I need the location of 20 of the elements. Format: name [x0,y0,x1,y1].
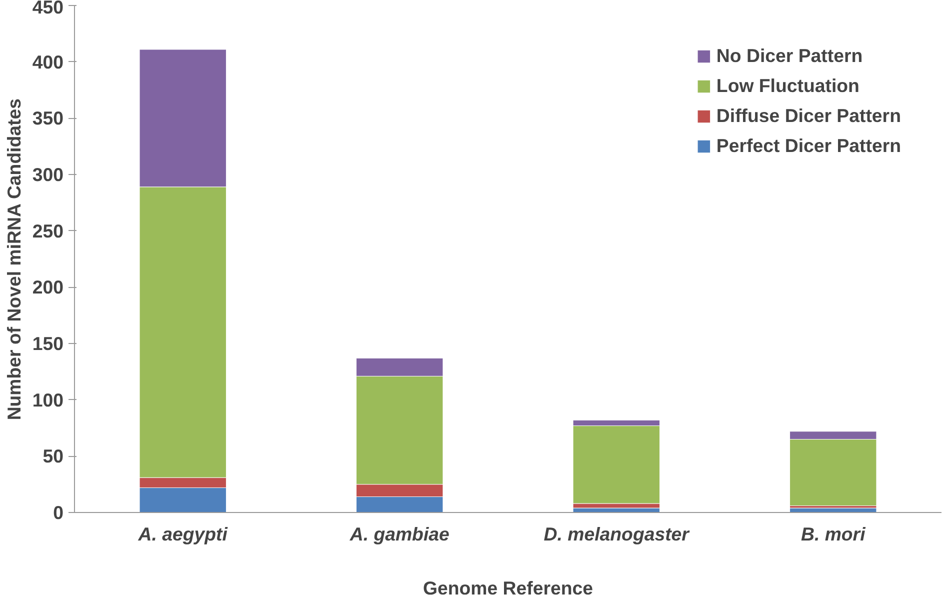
y-tick-label: 450 [32,0,64,18]
legend-label: Low Fluctuation [716,75,860,97]
y-tick-label: 100 [32,389,64,410]
y-tick-label: 350 [32,108,64,129]
y-tick-label: 400 [32,51,64,72]
x-axis-title: Genome Reference [422,578,594,598]
y-tick-label: 200 [32,276,64,298]
x-tick-label: A. gambiae [348,524,450,544]
legend-label: Perfect Dicer Pattern [716,135,901,157]
y-tick-label: 300 [32,164,64,185]
y-tick-label: 150 [32,333,64,354]
x-tick-label: A. aegypti [137,524,228,544]
legend-label: Diffuse Dicer Pattern [716,105,901,127]
y-tick-label: 50 [42,446,64,467]
x-tick-label: B. mori [800,524,866,544]
legend-label: No Dicer Pattern [716,45,863,67]
y-tick-label: 250 [32,220,64,242]
y-axis-title: Number of Novel miRNA Candidates [3,98,24,420]
x-tick-label: D. melanogaster [544,524,691,544]
y-tick-label: 0 [53,502,64,523]
